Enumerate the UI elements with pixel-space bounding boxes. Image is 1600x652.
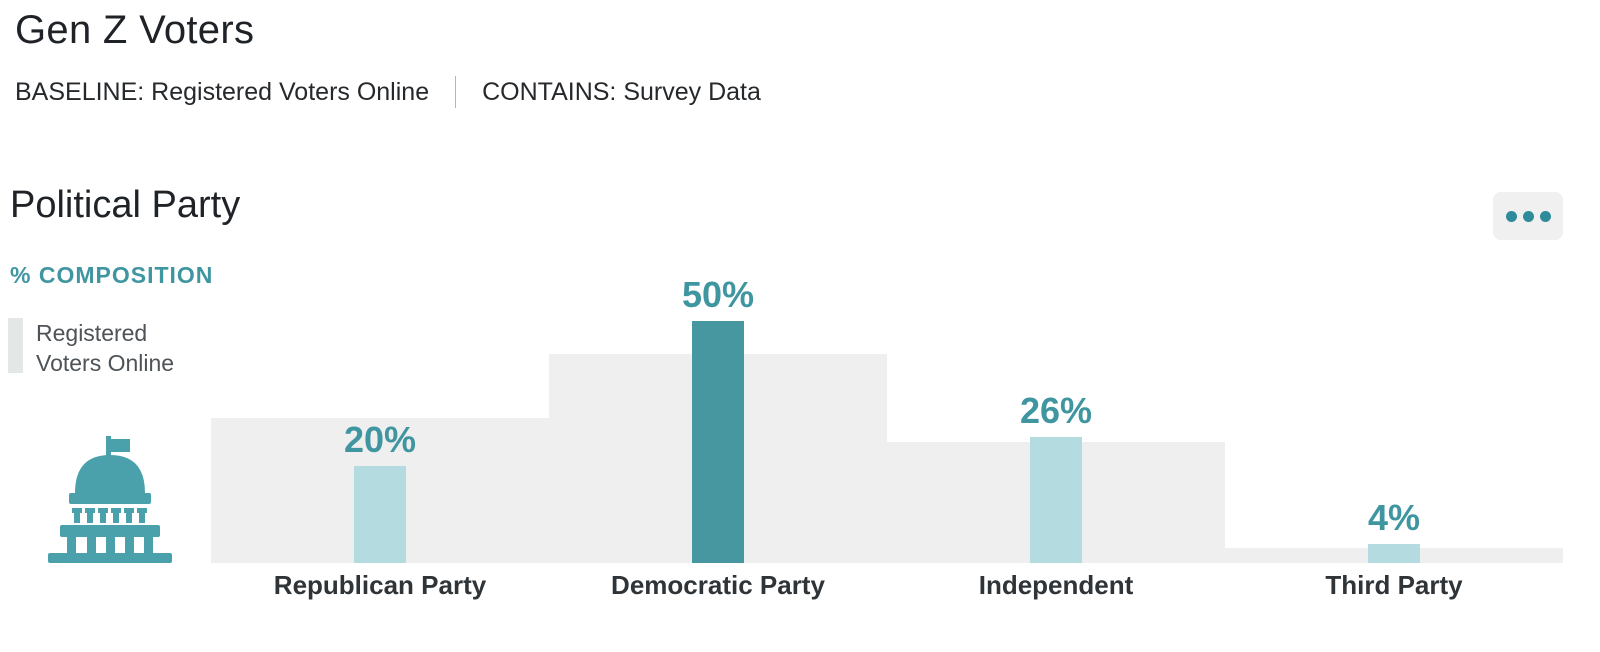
y-axis-label: % COMPOSITION [10, 262, 214, 288]
dataset-meta: BASELINE: Registered Voters Online CONTA… [15, 76, 761, 108]
section-title: Political Party [10, 184, 241, 226]
category-label: Independent [978, 570, 1134, 600]
category-label: Republican Party [273, 570, 487, 600]
plot-area: 20% 50% 26% 4% [211, 275, 1563, 563]
ellipsis-icon [1539, 210, 1551, 222]
category-axis: Republican Party Democratic Party Independ… [211, 570, 1563, 601]
contains-meta: CONTAINS: Survey Data [482, 77, 761, 106]
bar-value-label: 4% [1367, 497, 1421, 539]
category-label: Democratic Party [611, 570, 825, 600]
survey-bar[interactable] [692, 320, 744, 563]
chart-group: 4% [1225, 313, 1563, 563]
bar-value-label: 26% [1019, 390, 1093, 432]
survey-bar[interactable] [1368, 543, 1420, 563]
chart-group: 50% [549, 275, 887, 563]
chart-group: 20% [211, 313, 549, 563]
meta-divider [455, 76, 457, 108]
survey-bar[interactable] [354, 466, 406, 563]
capitol-icon [48, 436, 172, 563]
survey-bar[interactable] [1030, 436, 1082, 563]
legend: Registered Voters Online [8, 318, 206, 378]
legend-swatch [8, 318, 23, 373]
ellipsis-icon [1522, 210, 1534, 222]
chart-group: 26% [887, 313, 1225, 563]
ellipsis-icon [1505, 210, 1517, 222]
bar-value-label: 50% [681, 273, 755, 315]
legend-label: Registered Voters Online [36, 320, 175, 376]
baseline-meta: BASELINE: Registered Voters Online [15, 77, 430, 106]
category-label: Third Party [1325, 570, 1463, 600]
page-title: Gen Z Voters [15, 8, 255, 52]
bar-value-label: 20% [343, 419, 417, 461]
more-options-button[interactable] [1493, 192, 1563, 240]
